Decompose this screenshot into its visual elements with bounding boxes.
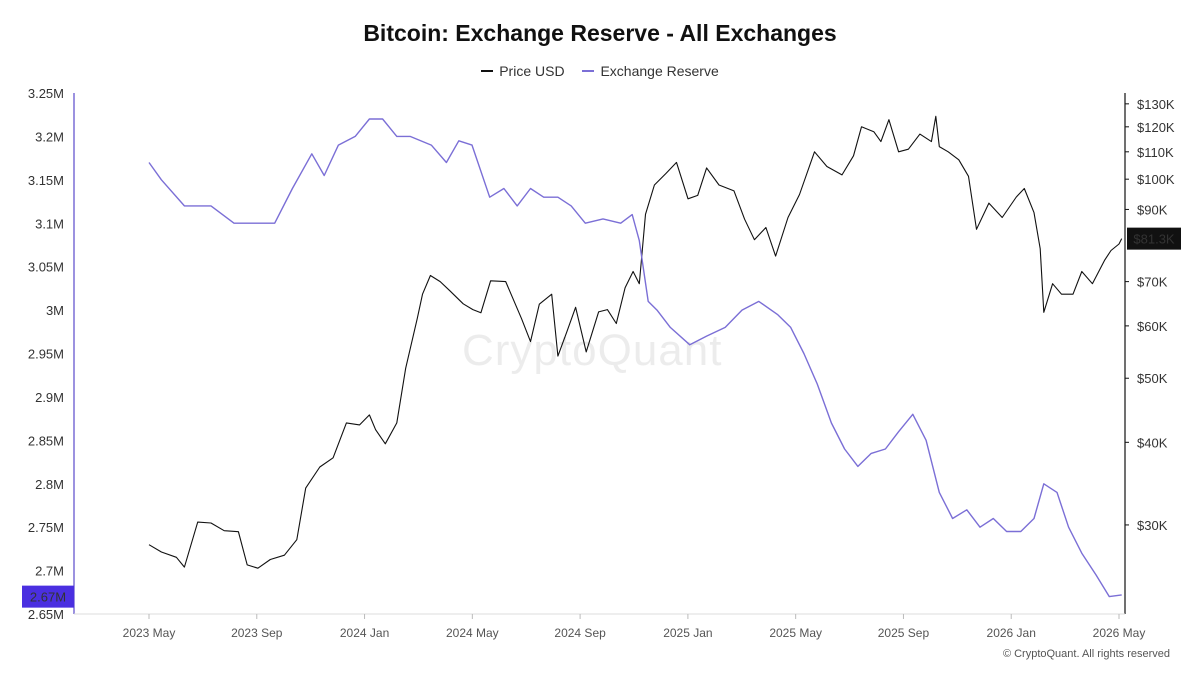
legend-item-reserve[interactable]: Exchange Reserve xyxy=(582,63,719,79)
legend-swatch-price xyxy=(481,70,494,72)
y-left-tick-label: 2.85M xyxy=(28,433,64,448)
y-right-tick-label: $130K xyxy=(1137,97,1175,112)
y-right-tick-label: $50K xyxy=(1137,371,1168,386)
price-usd-line xyxy=(148,115,1123,569)
current-price-label: $81.3K xyxy=(1133,232,1175,247)
y-left-tick-label: 3.2M xyxy=(35,129,64,144)
current-price-badge xyxy=(1127,227,1181,250)
y-right-tick-label: $90K xyxy=(1137,202,1168,217)
exchange-reserve-line xyxy=(148,118,1122,598)
legend-label-reserve: Exchange Reserve xyxy=(600,63,719,79)
y-right-tick-label: $60K xyxy=(1137,319,1168,334)
chart-title: Bitcoin: Exchange Reserve - All Exchange… xyxy=(363,20,837,46)
y-right-tick-label: $110K xyxy=(1137,145,1174,160)
y-left-tick-label: 3M xyxy=(46,303,64,318)
x-tick-label: 2025 May xyxy=(769,626,822,640)
chart-legend: Price USD Exchange Reserve xyxy=(0,59,1200,79)
y-right-tick-label: $100K xyxy=(1137,172,1175,187)
y-right-tick-label: $120K xyxy=(1137,120,1175,135)
y-left-tick-label: 3.15M xyxy=(28,173,64,188)
y-right-tick-label: $70K xyxy=(1137,275,1168,290)
current-reserve-badge xyxy=(22,585,74,608)
x-tick-label: 2025 Sep xyxy=(878,626,930,640)
current-reserve-label: 2.67M xyxy=(30,590,66,605)
x-tick-label: 2025 Jan xyxy=(663,626,712,640)
y-left-tick-label: 2.8M xyxy=(35,477,64,492)
y-left-tick-label: 3.05M xyxy=(28,260,64,275)
x-tick-label: 2024 Jan xyxy=(340,626,389,640)
y-left-tick-label: 2.95M xyxy=(28,347,64,362)
y-right-tick-label: $40K xyxy=(1137,435,1168,450)
x-tick-label: 2024 May xyxy=(446,626,499,640)
copyright-notice: © CryptoQuant. All rights reserved xyxy=(1002,648,1170,660)
y-left-tick-label: 3.1M xyxy=(35,216,64,231)
x-tick-label: 2023 Sep xyxy=(231,626,283,640)
x-tick-label: 2024 Sep xyxy=(554,626,606,640)
y-left-tick-label: 2.75M xyxy=(28,520,64,535)
x-tick-label: 2026 May xyxy=(1093,626,1146,640)
y-right-tick-label: $30K xyxy=(1137,518,1168,533)
x-tick-label: 2026 Jan xyxy=(987,626,1036,640)
y-left-tick-label: 3.25M xyxy=(28,86,64,101)
y-left-tick-label: 2.65M xyxy=(28,607,64,622)
legend-swatch-reserve xyxy=(582,70,595,72)
y-left-tick-label: 2.7M xyxy=(35,564,64,579)
x-tick-label: 2023 May xyxy=(123,626,176,640)
legend-item-price[interactable]: Price USD xyxy=(481,63,565,79)
legend-label-price: Price USD xyxy=(499,63,565,79)
y-left-tick-label: 2.9M xyxy=(35,390,64,405)
